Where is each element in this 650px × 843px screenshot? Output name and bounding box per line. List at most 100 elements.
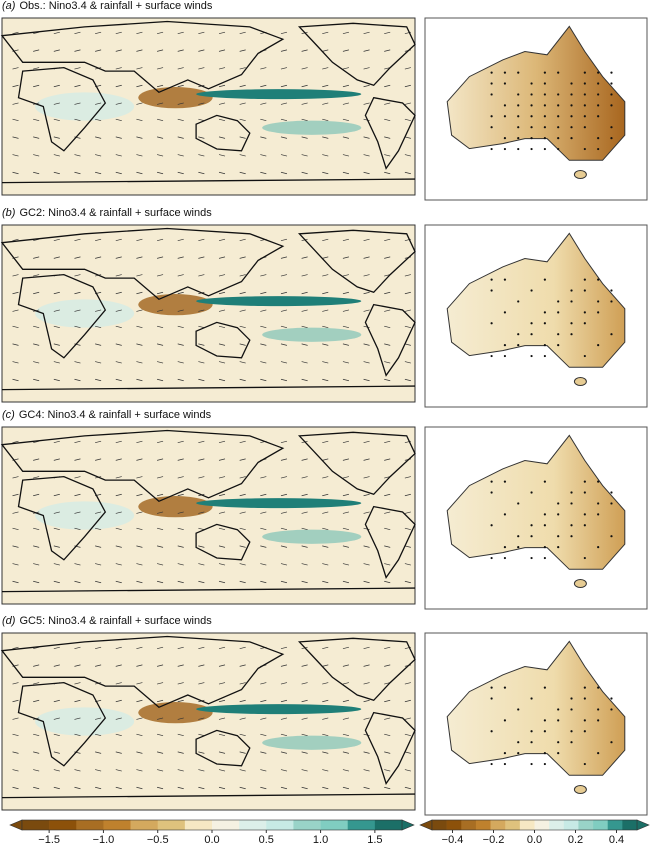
wind-vector bbox=[404, 325, 411, 328]
significance-dot bbox=[490, 278, 493, 281]
panel-label: (d) bbox=[2, 615, 16, 627]
colorbar-end bbox=[636, 819, 650, 831]
wind-vector bbox=[218, 511, 226, 514]
wind-vector bbox=[384, 769, 391, 772]
wind-vector bbox=[136, 769, 143, 772]
wind-vector bbox=[177, 256, 184, 259]
wind-vector bbox=[363, 646, 370, 649]
significance-dot bbox=[543, 556, 546, 560]
wind-vector bbox=[53, 563, 60, 566]
significance-dot bbox=[530, 137, 533, 140]
wind-vector bbox=[342, 171, 350, 175]
wind-vector bbox=[74, 458, 81, 461]
wind-vector bbox=[53, 291, 60, 295]
wind-vector bbox=[239, 476, 246, 479]
wind-vector bbox=[404, 309, 411, 312]
wind-vector bbox=[198, 682, 205, 685]
wind-vector bbox=[239, 493, 246, 497]
wind-vector bbox=[218, 274, 226, 277]
significance-dot bbox=[530, 333, 533, 336]
tasmania bbox=[573, 785, 587, 795]
wind-vector bbox=[260, 84, 267, 88]
colorbar-segment bbox=[374, 820, 403, 830]
wind-vector bbox=[136, 733, 143, 736]
wind-vector bbox=[198, 274, 205, 277]
wind-vector bbox=[198, 717, 205, 720]
wind-vector bbox=[177, 118, 184, 121]
wind-vector bbox=[53, 440, 60, 443]
wind-vector bbox=[404, 751, 411, 754]
significance-dot bbox=[557, 546, 560, 549]
significance-dot bbox=[490, 93, 493, 96]
significance-dot bbox=[530, 82, 533, 85]
wind-vector bbox=[177, 291, 184, 295]
wind-vector bbox=[198, 154, 205, 157]
wind-vector bbox=[322, 102, 329, 105]
wind-vector bbox=[404, 717, 411, 720]
wind-vector bbox=[280, 136, 288, 139]
wind-vector bbox=[12, 527, 19, 530]
significance-dot bbox=[610, 82, 613, 85]
wind-vector bbox=[342, 84, 350, 88]
wind-vector bbox=[177, 171, 184, 175]
wind-vector bbox=[260, 733, 267, 736]
panel-title-text: Obs.: Nino3.4 & rainfall + surface winds bbox=[19, 0, 212, 12]
wind-vector bbox=[280, 786, 288, 790]
wind-vector bbox=[322, 733, 329, 736]
wind-vector bbox=[301, 563, 308, 566]
wind-vector bbox=[322, 751, 329, 754]
significance-dot bbox=[503, 762, 507, 766]
wind-vector bbox=[322, 545, 329, 548]
significance-dot bbox=[530, 147, 533, 151]
wind-vector bbox=[53, 343, 60, 346]
wind-vector bbox=[239, 580, 246, 584]
wind-vector bbox=[404, 136, 411, 139]
significance-dot bbox=[597, 719, 600, 722]
wind-vector bbox=[115, 291, 122, 295]
wind-vector bbox=[301, 733, 308, 736]
significance-dot bbox=[557, 300, 560, 303]
wind-vector bbox=[177, 49, 184, 52]
wind-vector bbox=[177, 84, 184, 88]
significance-dot bbox=[503, 104, 507, 107]
wind-vector bbox=[322, 458, 329, 461]
wind-vector bbox=[384, 238, 391, 241]
wind-vector bbox=[53, 527, 60, 530]
wind-vector bbox=[363, 49, 370, 52]
significance-dot bbox=[543, 104, 546, 107]
significance-dot bbox=[597, 137, 600, 140]
significance-dot bbox=[490, 480, 493, 483]
wind-vector bbox=[384, 458, 391, 461]
significance-dot bbox=[570, 115, 573, 118]
wind-vector bbox=[218, 733, 226, 736]
wind-vector bbox=[239, 343, 246, 346]
wind-vector bbox=[156, 580, 164, 584]
wind-vector bbox=[260, 102, 267, 105]
wind-vector bbox=[218, 580, 226, 584]
wind-vector bbox=[12, 154, 19, 157]
wind-vector bbox=[404, 563, 411, 566]
wind-vector bbox=[301, 751, 308, 754]
coastline bbox=[195, 729, 251, 767]
wind-vector bbox=[156, 67, 164, 70]
panel-label: (b) bbox=[2, 207, 16, 219]
wind-vector bbox=[156, 309, 164, 312]
wind-vector bbox=[280, 751, 288, 754]
significance-dot bbox=[583, 278, 586, 281]
wind-vector bbox=[74, 733, 81, 736]
significance-dot bbox=[517, 300, 520, 303]
wind-vector bbox=[136, 274, 143, 277]
wind-vector bbox=[156, 440, 164, 443]
wind-vector bbox=[33, 786, 40, 790]
australia-rainfall bbox=[446, 434, 626, 570]
significance-dot bbox=[570, 333, 573, 336]
panel-title: (c) GC4: Nino3.4 & rainfall + surface win… bbox=[2, 409, 212, 421]
significance-dot bbox=[597, 300, 600, 303]
wind-vector bbox=[74, 84, 81, 88]
wind-vector bbox=[342, 527, 350, 530]
coastline bbox=[195, 321, 251, 359]
significance-dot bbox=[570, 730, 573, 733]
tasmania bbox=[573, 579, 587, 589]
wind-vector bbox=[322, 717, 329, 720]
colorbar-segment bbox=[239, 820, 267, 830]
